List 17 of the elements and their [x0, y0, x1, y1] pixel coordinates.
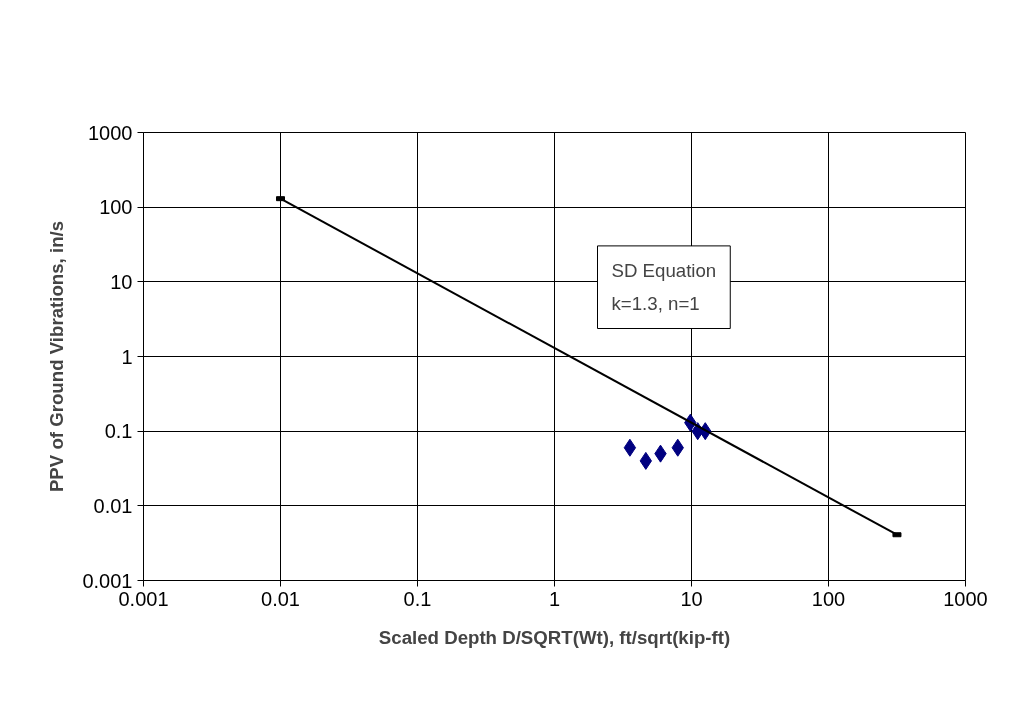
y-tick-label: 10 [110, 270, 133, 293]
x-tick-label: 100 [811, 587, 846, 610]
y-tick-label: 0.1 [104, 420, 133, 443]
x-tick-label: 1000 [943, 587, 988, 610]
x-tick-label: 10 [680, 587, 703, 610]
annotation: SD Equation [611, 259, 717, 281]
y-tick-label: 1000 [88, 121, 133, 144]
y-tick-label: 1 [121, 345, 133, 368]
x-tick-label: 1 [548, 587, 561, 610]
y-axis-title: PPV of Ground Vibrations, in/s [46, 220, 68, 493]
x-tick-label: 0.1 [403, 587, 432, 610]
annotation: k=1.3, n=1 [611, 293, 700, 315]
y-tick-label: 0.01 [93, 494, 133, 517]
x-axis-title: Scaled Depth D/SQRT(Wt), ft/sqrt(kip-ft) [378, 626, 731, 648]
y-tick-label: 0.001 [82, 569, 133, 592]
x-tick-label: 0.01 [261, 587, 300, 610]
y-tick-label: 100 [99, 196, 133, 219]
